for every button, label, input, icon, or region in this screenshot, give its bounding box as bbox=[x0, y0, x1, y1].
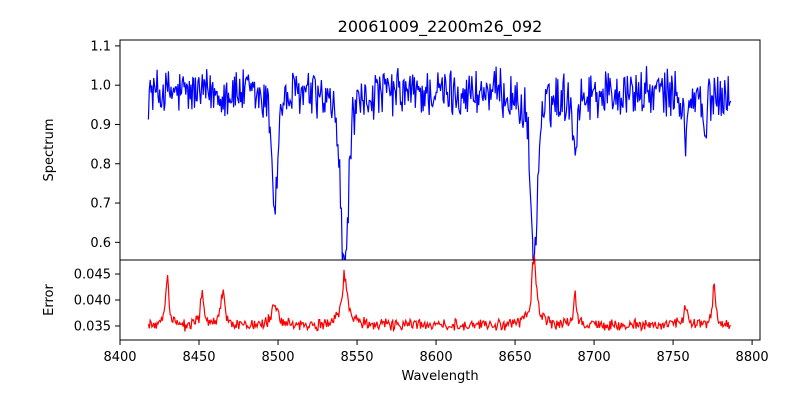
error-y-label: Error bbox=[42, 284, 57, 316]
spectrum-series-line bbox=[147, 66, 732, 288]
error-y-tick-label: 0.040 bbox=[74, 294, 111, 309]
wavelength-x-tick-label: 8600 bbox=[420, 350, 453, 365]
spectrum-y-label: Spectrum bbox=[42, 119, 57, 182]
spectrum-y-tick-label: 1.1 bbox=[90, 39, 111, 54]
chart-title: 20061009_2200m26_092 bbox=[338, 17, 543, 37]
spectrum-y-tick-label: 0.8 bbox=[90, 157, 111, 172]
wavelength-x-tick-label: 8800 bbox=[736, 350, 769, 365]
spectrum-y-tick-label: 0.9 bbox=[90, 118, 111, 133]
error-panel: 0.035 0.040 0.045 8400 8450 8500 8550 8600 8650… bbox=[42, 254, 769, 384]
spectrum-y-tick-label: 0.6 bbox=[90, 236, 111, 251]
error-y-tick-label: 0.045 bbox=[74, 268, 111, 283]
spectrum-y-tick-label: 1.0 bbox=[90, 79, 111, 94]
error-y-tick-label: 0.035 bbox=[74, 319, 111, 334]
wavelength-x-tick-label: 8700 bbox=[578, 350, 611, 365]
wavelength-x-tick-label: 8750 bbox=[657, 350, 690, 365]
spectrum-y-tick-label: 0.7 bbox=[90, 197, 111, 212]
wavelength-x-tick-label: 8550 bbox=[340, 350, 373, 365]
wavelength-x-label: Wavelength bbox=[401, 369, 478, 384]
error-series-line bbox=[147, 254, 731, 333]
spectrum-axes-frame bbox=[120, 40, 760, 260]
spectrum-panel: 0.6 0.7 0.8 0.9 1.0 1.1 Spectrum bbox=[42, 39, 761, 288]
wavelength-x-tick-label: 8650 bbox=[499, 350, 532, 365]
wavelength-x-tick-label: 8400 bbox=[103, 350, 136, 365]
wavelength-x-tick-label: 8450 bbox=[182, 350, 215, 365]
wavelength-x-tick-label: 8500 bbox=[261, 350, 294, 365]
error-y-ticks: 0.035 0.040 0.045 bbox=[74, 268, 120, 334]
wavelength-x-ticks: 8400 8450 8500 8550 8600 8650 8700 8750 8800 bbox=[103, 340, 769, 365]
spectrum-y-ticks: 0.6 0.7 0.8 0.9 1.0 1.1 bbox=[90, 39, 120, 251]
